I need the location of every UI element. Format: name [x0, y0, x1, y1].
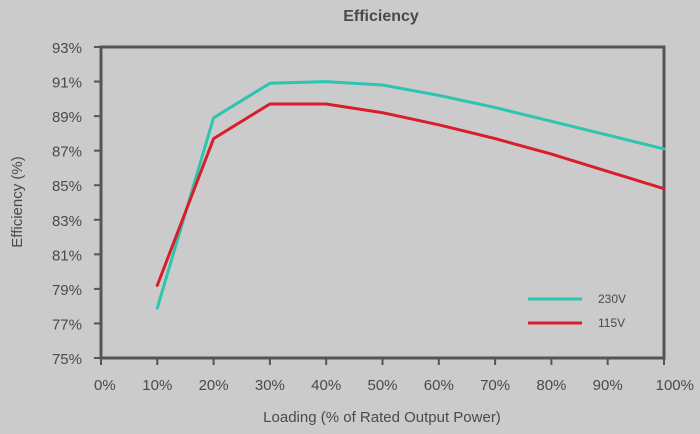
x-tick-label: 30%: [255, 377, 285, 394]
x-tick-label: 20%: [199, 377, 229, 394]
series-line-115v: [155, 102, 666, 287]
chart-title: Efficiency: [343, 8, 419, 25]
y-tick-label: 89%: [52, 109, 82, 126]
y-tick-label: 77%: [52, 316, 82, 333]
legend: 230V 115V: [528, 292, 626, 330]
y-tick-label: 93%: [52, 40, 82, 57]
y-tick-label: 83%: [52, 213, 82, 230]
y-axis-label: Efficiency (%): [9, 156, 26, 247]
x-axis-label: Loading (% of Rated Output Power): [263, 409, 501, 426]
series-line-230v: [155, 80, 666, 310]
x-tick-label: 100%: [656, 377, 694, 394]
y-tick-label: 87%: [52, 144, 82, 161]
plot-frame: [99, 45, 666, 360]
x-axis-ticks: 0% 10% 20% 30% 40% 50% 60% 70% 80% 90% 100%: [94, 358, 694, 394]
y-tick-label: 91%: [52, 75, 82, 92]
x-tick-label: 70%: [480, 377, 510, 394]
x-tick-label: 50%: [367, 377, 397, 394]
series-lines: [155, 80, 666, 310]
y-tick-label: 81%: [52, 247, 82, 264]
x-tick-label: 90%: [593, 377, 623, 394]
y-tick-label: 75%: [52, 351, 82, 368]
x-tick-label: 80%: [536, 377, 566, 394]
y-tick-label: 85%: [52, 178, 82, 195]
x-tick-label: 40%: [311, 377, 341, 394]
x-tick-label: 60%: [424, 377, 454, 394]
x-tick-label: 0%: [94, 377, 116, 394]
x-tick-label: 10%: [142, 377, 172, 394]
legend-label: 115V: [598, 316, 625, 330]
y-axis-ticks: 93% 91% 89% 87% 85% 83% 81% 79% 77% 75%: [52, 40, 101, 368]
legend-label: 230V: [598, 292, 626, 306]
y-tick-label: 79%: [52, 282, 82, 299]
